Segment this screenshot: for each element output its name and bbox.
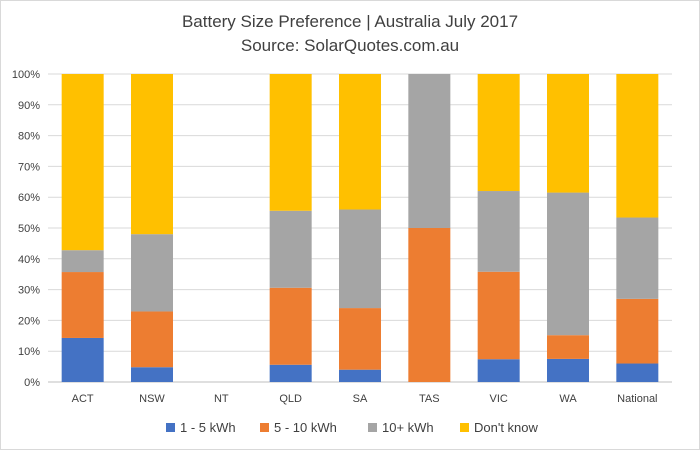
legend-swatch	[368, 423, 377, 432]
bar-segment	[547, 358, 589, 382]
bar-segment	[339, 369, 381, 382]
x-tick-label: WA	[559, 393, 577, 405]
y-tick-label: 10%	[18, 346, 40, 358]
y-tick-label: 0%	[24, 377, 40, 389]
x-tick-label: ACT	[72, 393, 94, 405]
bar-segment	[339, 209, 381, 309]
bar-segment	[269, 210, 312, 288]
bar-segment	[616, 74, 659, 218]
y-tick-label: 90%	[18, 100, 40, 112]
y-tick-label: 60%	[18, 192, 40, 204]
bar-segment	[269, 364, 312, 382]
bar-segment	[131, 367, 173, 382]
bar-segment	[547, 192, 589, 336]
y-tick-label: 50%	[18, 223, 40, 235]
bar-segment	[61, 272, 104, 338]
y-tick-label: 30%	[18, 285, 40, 297]
y-tick-label: 20%	[18, 315, 40, 327]
bar-segment	[131, 74, 173, 235]
legend-label: 10+ kWh	[382, 420, 434, 435]
bar-segment	[339, 74, 381, 210]
bar-segment	[269, 287, 312, 365]
y-tick-label: 80%	[18, 131, 40, 143]
chart-subtitle: Source: SolarQuotes.com.au	[241, 36, 459, 55]
bar-segment	[408, 228, 451, 382]
legend: 1 - 5 kWh 5 - 10 kWh 10+ kWh Don't know	[166, 420, 539, 435]
bar-segment	[131, 234, 173, 312]
chart-title: Battery Size Preference | Australia July…	[182, 12, 518, 31]
bar-segment	[477, 271, 520, 360]
legend-swatch	[166, 423, 175, 432]
y-tick-label: 100%	[12, 69, 40, 81]
y-tick-label: 40%	[18, 254, 40, 266]
y-axis: 0% 10% 20% 30% 40% 50% 60% 70% 80% 90% 100%	[12, 69, 40, 389]
legend-label: 1 - 5 kWh	[180, 420, 236, 435]
bar-segment	[61, 74, 104, 251]
x-tick-label: National	[617, 393, 657, 405]
bar-segment	[61, 337, 104, 382]
legend-swatch	[460, 423, 469, 432]
x-tick-label: SA	[353, 393, 368, 405]
x-tick-label: VIC	[489, 393, 507, 405]
x-axis: ACT NSW NT QLD SA TAS VIC WA National	[72, 393, 658, 405]
bars	[61, 74, 659, 382]
x-tick-label: NSW	[139, 393, 165, 405]
x-tick-label: TAS	[419, 393, 440, 405]
legend-swatch	[260, 423, 269, 432]
bar-segment	[477, 359, 520, 382]
bar-segment	[547, 74, 589, 193]
y-tick-label: 70%	[18, 161, 40, 173]
bar-segment	[339, 308, 381, 370]
bar-segment	[269, 74, 312, 211]
x-tick-label: QLD	[279, 393, 302, 405]
bar-segment	[477, 191, 520, 272]
bar-segment	[616, 298, 659, 364]
bar-segment	[547, 335, 589, 359]
bar-segment	[408, 74, 451, 228]
bar-segment	[477, 74, 520, 192]
bar-segment	[616, 363, 659, 382]
x-tick-label: NT	[214, 393, 229, 405]
legend-label: 5 - 10 kWh	[274, 420, 337, 435]
legend-label: Don't know	[474, 420, 539, 435]
bar-segment	[61, 250, 104, 273]
bar-segment	[131, 311, 173, 368]
bar-segment	[616, 217, 659, 299]
